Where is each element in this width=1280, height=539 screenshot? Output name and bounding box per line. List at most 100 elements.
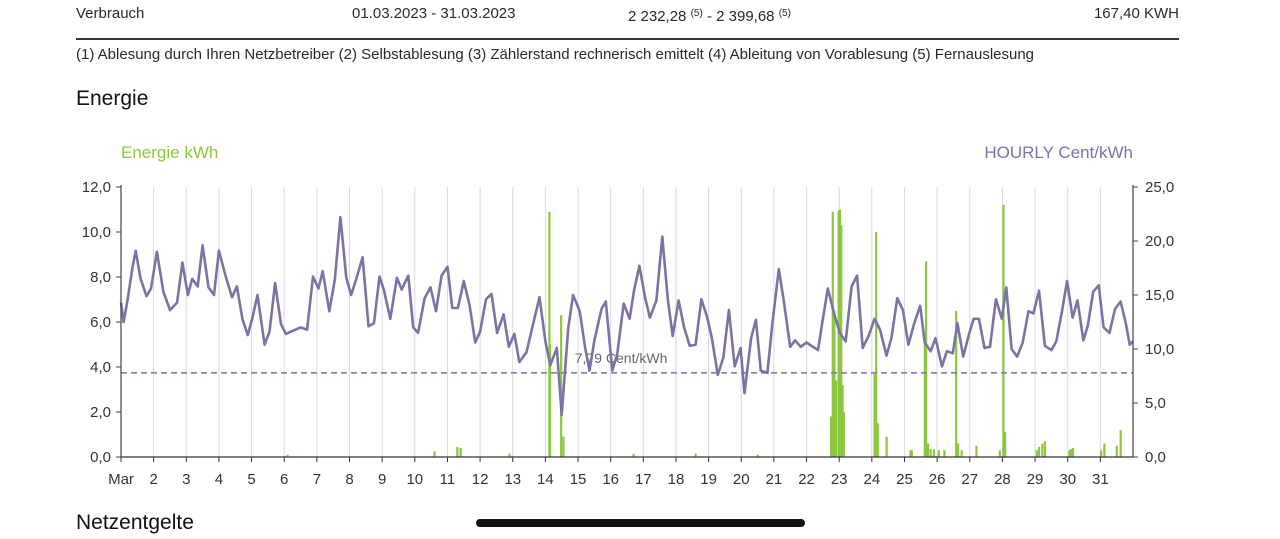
x-tick-label: 2 (149, 471, 157, 488)
x-tick-label: 5 (247, 471, 255, 488)
hourly-price-series (119, 215, 1134, 417)
energy-bar (1115, 445, 1118, 457)
energy-bar (459, 448, 462, 457)
energy-bar (830, 416, 833, 457)
x-tick-label: 22 (798, 471, 815, 488)
energy-bar (998, 450, 1002, 457)
energy-bar (1043, 441, 1047, 457)
energy-bar (1002, 205, 1005, 457)
left-tick-label: 6,0 (90, 314, 111, 331)
reading-end-note: (5) (778, 8, 791, 19)
right-tick-label: 0,0 (1145, 449, 1166, 466)
x-tick-label: 19 (700, 471, 717, 488)
left-tick-label: 4,0 (90, 359, 111, 376)
energy-bar (840, 225, 843, 457)
energy-bar (957, 443, 960, 457)
reading-end: 2 399,68 (716, 8, 775, 25)
energy-bar (842, 412, 845, 457)
left-tick-label: 2,0 (90, 404, 111, 421)
x-tick-label: 13 (504, 471, 521, 488)
x-tick-label: 14 (537, 471, 554, 488)
energy-bar (1037, 446, 1041, 457)
x-tick-label: 18 (668, 471, 685, 488)
x-tick-label: 9 (378, 471, 386, 488)
x-tick-label: Mar (108, 471, 134, 488)
energy-bar (1100, 450, 1103, 457)
x-tick-label: 24 (863, 471, 880, 488)
right-tick-label: 15,0 (1145, 287, 1174, 304)
reading-start: 2 232,28 (628, 8, 687, 25)
right-tick-label: 25,0 (1145, 179, 1174, 196)
x-tick-label: 8 (345, 471, 353, 488)
energy-bar (943, 450, 946, 457)
x-tick-label: 12 (472, 471, 489, 488)
left-tick-label: 10,0 (82, 224, 111, 241)
energy-bar (1041, 443, 1044, 457)
energy-bar (885, 436, 888, 457)
consumption-label: Verbrauch (76, 5, 145, 22)
energy-price-chart: 7,79 Cent/kWh 0,0 2,0 4,0 6,0 8,0 10,0 12,0 0,0 5… (82, 143, 1174, 488)
left-tick-label: 8,0 (90, 269, 111, 286)
right-tick-label: 5,0 (1145, 395, 1166, 412)
energy-bar (909, 450, 912, 457)
x-tick-label: 30 (1059, 471, 1076, 488)
left-axis-title: Energie kWh (121, 143, 218, 162)
right-tick-label: 20,0 (1145, 233, 1174, 250)
energy-bar (1119, 430, 1122, 457)
home-indicator[interactable] (476, 519, 805, 527)
energy-bar (1103, 443, 1106, 457)
energy-bar (876, 423, 879, 457)
energy-bar (548, 211, 551, 457)
energy-bar (834, 380, 838, 457)
energy-bar (841, 385, 844, 457)
energy-bar (694, 453, 697, 457)
left-tick-label: 0,0 (90, 449, 111, 466)
energy-bar (960, 450, 963, 457)
x-tick-label: 27 (961, 471, 978, 488)
energy-bar (929, 449, 932, 457)
energy-bar (508, 453, 511, 457)
energy-bar (632, 453, 635, 457)
x-tick-label: 21 (766, 471, 783, 488)
x-tick-label: 16 (602, 471, 619, 488)
x-tick-label: 10 (406, 471, 423, 488)
x-tick-label: 17 (635, 471, 652, 488)
energy-bar (975, 445, 978, 457)
energy-bar (548, 344, 552, 457)
energy-bar (831, 211, 834, 457)
average-price-label: 7,79 Cent/kWh (575, 350, 668, 366)
left-tick-label: 12,0 (82, 179, 111, 196)
energy-bar (932, 449, 936, 457)
reading-start-note: (5) (690, 8, 703, 19)
x-tick-label: 26 (929, 471, 946, 488)
reading-type-footnotes: (1) Ablesung durch Ihren Netzbetreiber (… (76, 46, 1035, 63)
energy-bar (923, 342, 926, 457)
x-tick-label: 11 (440, 471, 456, 488)
x-tick-label: 3 (182, 471, 190, 488)
energy-section-title: Energie (76, 87, 149, 110)
energy-bar (833, 310, 836, 457)
network-fees-section-title: Netzentgelte (76, 511, 194, 534)
x-tick-label: 7 (313, 471, 321, 488)
energy-bar (837, 210, 840, 457)
energy-bar (560, 315, 563, 457)
x-tick-label: 31 (1092, 471, 1109, 488)
energy-bar (955, 310, 958, 457)
energy-bar (875, 232, 878, 457)
energy-bar (756, 454, 759, 457)
energy-bar (1071, 448, 1075, 457)
right-axis-title: HOURLY Cent/kWh (984, 143, 1133, 162)
x-tick-label: 29 (1027, 471, 1044, 488)
energy-bar (1068, 450, 1071, 457)
reading-separator: - (702, 8, 717, 25)
billing-period: 01.03.2023 - 31.03.2023 (352, 5, 516, 22)
energy-bar (937, 450, 940, 457)
energy-bar (926, 443, 930, 457)
x-tick-label: 15 (570, 471, 587, 488)
energy-bar (433, 451, 436, 457)
energy-bar (562, 436, 565, 457)
energy-bar (1004, 432, 1007, 457)
x-tick-label: 23 (831, 471, 848, 488)
x-tick-label: 28 (994, 471, 1011, 488)
x-tick-label: 20 (733, 471, 750, 488)
